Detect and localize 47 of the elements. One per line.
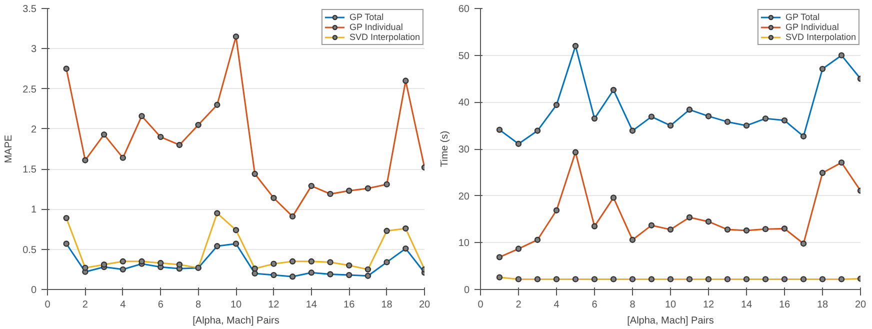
- x-tick-label: 14: [740, 300, 752, 310]
- y-tick-label: 20: [458, 191, 470, 202]
- x-tick-label: 0: [44, 300, 51, 310]
- x-tick-label: 12: [702, 300, 714, 310]
- y-tick-label: 2.5: [22, 84, 37, 96]
- y-tick-label: 0: [30, 285, 37, 296]
- x-tick-label: 4: [120, 300, 126, 310]
- x-axis-title: [Alpha, Mach] Pairs: [192, 316, 280, 326]
- x-tick-label: 6: [592, 300, 598, 310]
- y-tick-label: 3: [30, 44, 37, 56]
- y-tick-label: 60: [458, 4, 470, 15]
- y-tick-label: 0.5: [22, 244, 37, 256]
- legend-label: GP Individual: [349, 22, 403, 32]
- x-tick-label: 4: [554, 300, 560, 310]
- y-tick-label: 1.5: [22, 164, 37, 176]
- x-tick-label: 20: [854, 300, 866, 310]
- y-tick-label: 2: [30, 124, 37, 136]
- x-tick-label: 18: [816, 300, 828, 310]
- x-tick-label: 16: [344, 300, 356, 310]
- x-tick-label: 14: [306, 300, 318, 310]
- x-tick-label: 18: [381, 300, 393, 310]
- x-axis-title: [Alpha, Mach] Pairs: [627, 316, 714, 326]
- x-tick-label: 2: [516, 300, 522, 310]
- y-tick-label: 10: [458, 238, 470, 250]
- y-tick-label: 40: [458, 98, 470, 109]
- y-tick-label: 0: [464, 285, 470, 296]
- x-tick-label: 16: [778, 300, 790, 310]
- x-tick-label: 8: [630, 300, 636, 310]
- legend-label: GP Total: [349, 12, 384, 22]
- legend-label: SVD Interpolation: [785, 32, 856, 42]
- y-tick-label: 30: [458, 144, 470, 156]
- x-tick-label: 10: [230, 300, 242, 310]
- x-tick-label: 8: [196, 300, 202, 310]
- y-axis-title: MAPE: [4, 134, 15, 164]
- x-tick-label: 6: [158, 300, 164, 310]
- y-axis-title: Time (s): [439, 130, 450, 168]
- legend-label: SVD Interpolation: [349, 32, 420, 42]
- x-tick-label: 0: [478, 300, 484, 310]
- x-tick-label: 20: [418, 300, 430, 310]
- x-tick-label: 12: [268, 300, 280, 310]
- x-tick-label: 2: [82, 300, 88, 310]
- legend-label: GP Individual: [785, 22, 839, 32]
- y-tick-label: 3.5: [22, 4, 37, 15]
- y-tick-label: 50: [458, 50, 470, 62]
- y-tick-label: 1: [30, 204, 37, 216]
- legend-label: GP Total: [785, 12, 820, 22]
- x-tick-label: 10: [664, 300, 676, 310]
